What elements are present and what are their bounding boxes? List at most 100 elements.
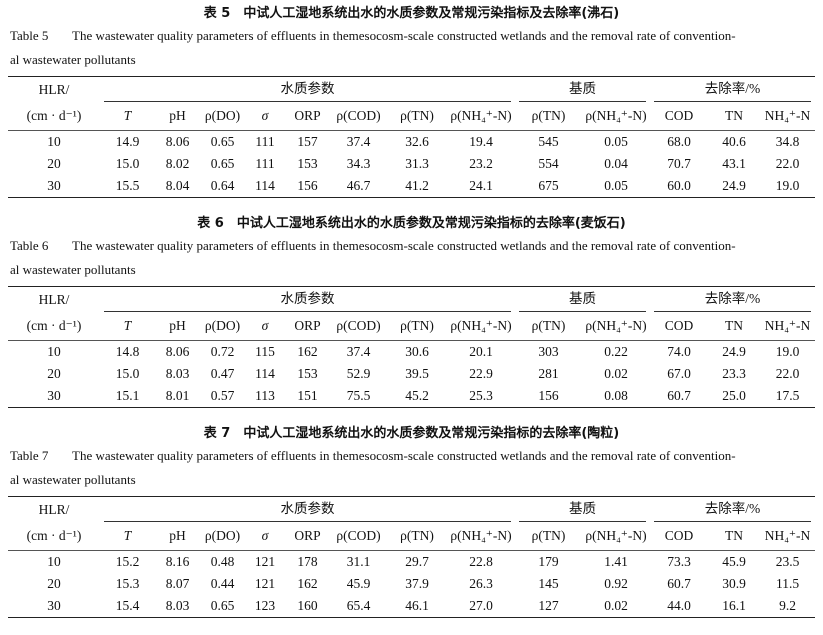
- table-cell: 8.01: [165, 388, 190, 403]
- column-header: ρ(NH₄⁺-N): [582, 312, 650, 341]
- table-label: Table 6: [10, 238, 49, 253]
- table-cell: 41.2: [405, 178, 429, 193]
- group-substrate: 基质: [515, 497, 650, 522]
- table-cell: 0.57: [210, 388, 235, 403]
- table-cell: 20.1: [469, 344, 493, 359]
- column-header: ρ(TN): [387, 102, 447, 131]
- column-header: ρ(NH₄⁺-N): [582, 102, 650, 131]
- table-cell: 545: [538, 134, 559, 149]
- table-cell: 9.2: [779, 598, 796, 613]
- table-cell: 19.0: [775, 178, 800, 193]
- column-header: ρ(DO): [200, 102, 245, 131]
- table-cell: 11.5: [775, 576, 800, 591]
- table-row: 20 15.0 8.03 0.47 114 153 52.9 39.5 22.9 281 0.02 6…: [8, 363, 815, 385]
- table-cell: 178: [297, 554, 318, 569]
- table-cell: 22.9: [469, 366, 493, 381]
- table-title-cn: 表 7 中试人工湿地系统出水的水质参数及常规污染指标的去除率(陶粒): [203, 426, 620, 441]
- table-cell: 70.7: [667, 156, 691, 171]
- column-header: ORP: [285, 522, 330, 551]
- document: 表 5 中试人工湿地系统出水的水质参数及常规污染指标及去除率(沸石) Table…: [0, 6, 823, 618]
- table-cell: 22.0: [775, 366, 800, 381]
- table-cell: 37.9: [405, 576, 429, 591]
- table-cell: 19.4: [469, 134, 493, 149]
- table-cell: 0.44: [210, 576, 235, 591]
- table-cell: 156: [538, 388, 559, 403]
- table-cell: 20: [47, 366, 61, 381]
- table-cell: 0.64: [210, 178, 235, 193]
- table-block: 表 6 中试人工湿地系统出水的水质参数及常规污染指标的去除率(麦饭石) Tabl…: [0, 210, 823, 408]
- table-cell: 24.9: [722, 344, 746, 359]
- column-header: ρ(DO): [200, 312, 245, 341]
- table-cell: 8.03: [165, 598, 190, 613]
- column-header: ρ(COD): [330, 312, 387, 341]
- table-cell: 14.9: [115, 134, 140, 149]
- table-cell: 29.7: [405, 554, 429, 569]
- table-row: 10 15.2 8.16 0.48 121 178 31.1 29.7 22.8 179 1.41 7…: [8, 551, 815, 574]
- table-cell: 68.0: [667, 134, 691, 149]
- table-cell: 67.0: [667, 366, 691, 381]
- table-cell: 162: [297, 344, 318, 359]
- table-cell: 281: [538, 366, 559, 381]
- table-title-cn: 表 6 中试人工湿地系统出水的水质参数及常规污染指标的去除率(麦饭石): [197, 216, 626, 231]
- table-cell: 23.3: [722, 366, 746, 381]
- table-cell: 20: [47, 156, 61, 171]
- group-substrate: 基质: [515, 77, 650, 102]
- table-cell: 23.5: [775, 554, 800, 569]
- column-header: σ: [245, 312, 285, 341]
- table-row: 20 15.3 8.07 0.44 121 162 45.9 37.9 26.3 145 0.92 6…: [8, 573, 815, 595]
- group-removal-rate: 去除率/%: [650, 77, 815, 102]
- header-hlr-unit: (cm · d⁻¹): [8, 312, 100, 341]
- group-removal-rate: 去除率/%: [650, 497, 815, 522]
- table-cell: 30.6: [405, 344, 429, 359]
- column-header: ρ(TN): [515, 312, 582, 341]
- table-cell: 22.8: [469, 554, 493, 569]
- table-cell: 153: [297, 366, 318, 381]
- table-cell: 0.65: [210, 598, 235, 613]
- table-caption-en: Table 7 The wastewater quality parameters…: [0, 444, 823, 468]
- column-header: T: [100, 312, 155, 341]
- column-header: ρ(TN): [387, 312, 447, 341]
- table-cell: 0.47: [210, 366, 235, 381]
- table-cell: 115: [255, 344, 275, 359]
- table-cell: 157: [297, 134, 318, 149]
- table-cell: 114: [255, 178, 275, 193]
- column-header: T: [100, 522, 155, 551]
- group-removal-rate: 去除率/%: [650, 287, 815, 312]
- table-cell: 8.06: [165, 134, 190, 149]
- table-cell: 45.9: [346, 576, 371, 591]
- group-water-quality: 水质参数: [100, 497, 515, 522]
- caption-line-1: The wastewater quality parameters of eff…: [72, 448, 736, 463]
- column-header: T: [100, 102, 155, 131]
- table-caption-en: Table 5 The wastewater quality parameters…: [0, 24, 823, 48]
- column-header: COD: [650, 312, 708, 341]
- table-cell: 22.0: [775, 156, 800, 171]
- table-cell: 8.06: [165, 344, 190, 359]
- table-row: 10 14.8 8.06 0.72 115 162 37.4 30.6 20.1 303 0.22 7…: [8, 341, 815, 364]
- table-row: 20 15.0 8.02 0.65 111 153 34.3 31.3 23.2 554 0.04 7…: [8, 153, 815, 175]
- table-cell: 65.4: [346, 598, 371, 613]
- caption-line-2: al wastewater pollutants: [10, 262, 136, 277]
- table-cell: 30: [47, 598, 61, 613]
- table-cell: 30: [47, 388, 61, 403]
- table-cell: 25.3: [469, 388, 493, 403]
- table-cell: 15.5: [115, 178, 140, 193]
- table-cell: 554: [538, 156, 559, 171]
- header-hlr: HLR/: [38, 501, 70, 517]
- table-cell: 10: [47, 134, 61, 149]
- caption-line-1: The wastewater quality parameters of eff…: [72, 238, 736, 253]
- table-cell: 0.65: [210, 134, 235, 149]
- table-row: 10 14.9 8.06 0.65 111 157 37.4 32.6 19.4 545 0.05 6…: [8, 131, 815, 154]
- column-header: pH: [155, 522, 200, 551]
- group-water-quality: 水质参数: [100, 287, 515, 312]
- table-cell: 123: [254, 598, 276, 613]
- table-cell: 46.7: [346, 178, 371, 193]
- table-cell: 45.2: [405, 388, 429, 403]
- table-cell: 8.03: [165, 366, 190, 381]
- table-cell: 113: [255, 388, 275, 403]
- table-cell: 15.2: [115, 554, 140, 569]
- table-label: Table 5: [10, 28, 49, 43]
- table-title-cn: 表 5 中试人工湿地系统出水的水质参数及常规污染指标及去除率(沸石): [203, 6, 620, 21]
- table-cell: 37.4: [346, 134, 371, 149]
- column-header: TN: [708, 102, 760, 131]
- header-hlr: HLR/: [38, 81, 70, 97]
